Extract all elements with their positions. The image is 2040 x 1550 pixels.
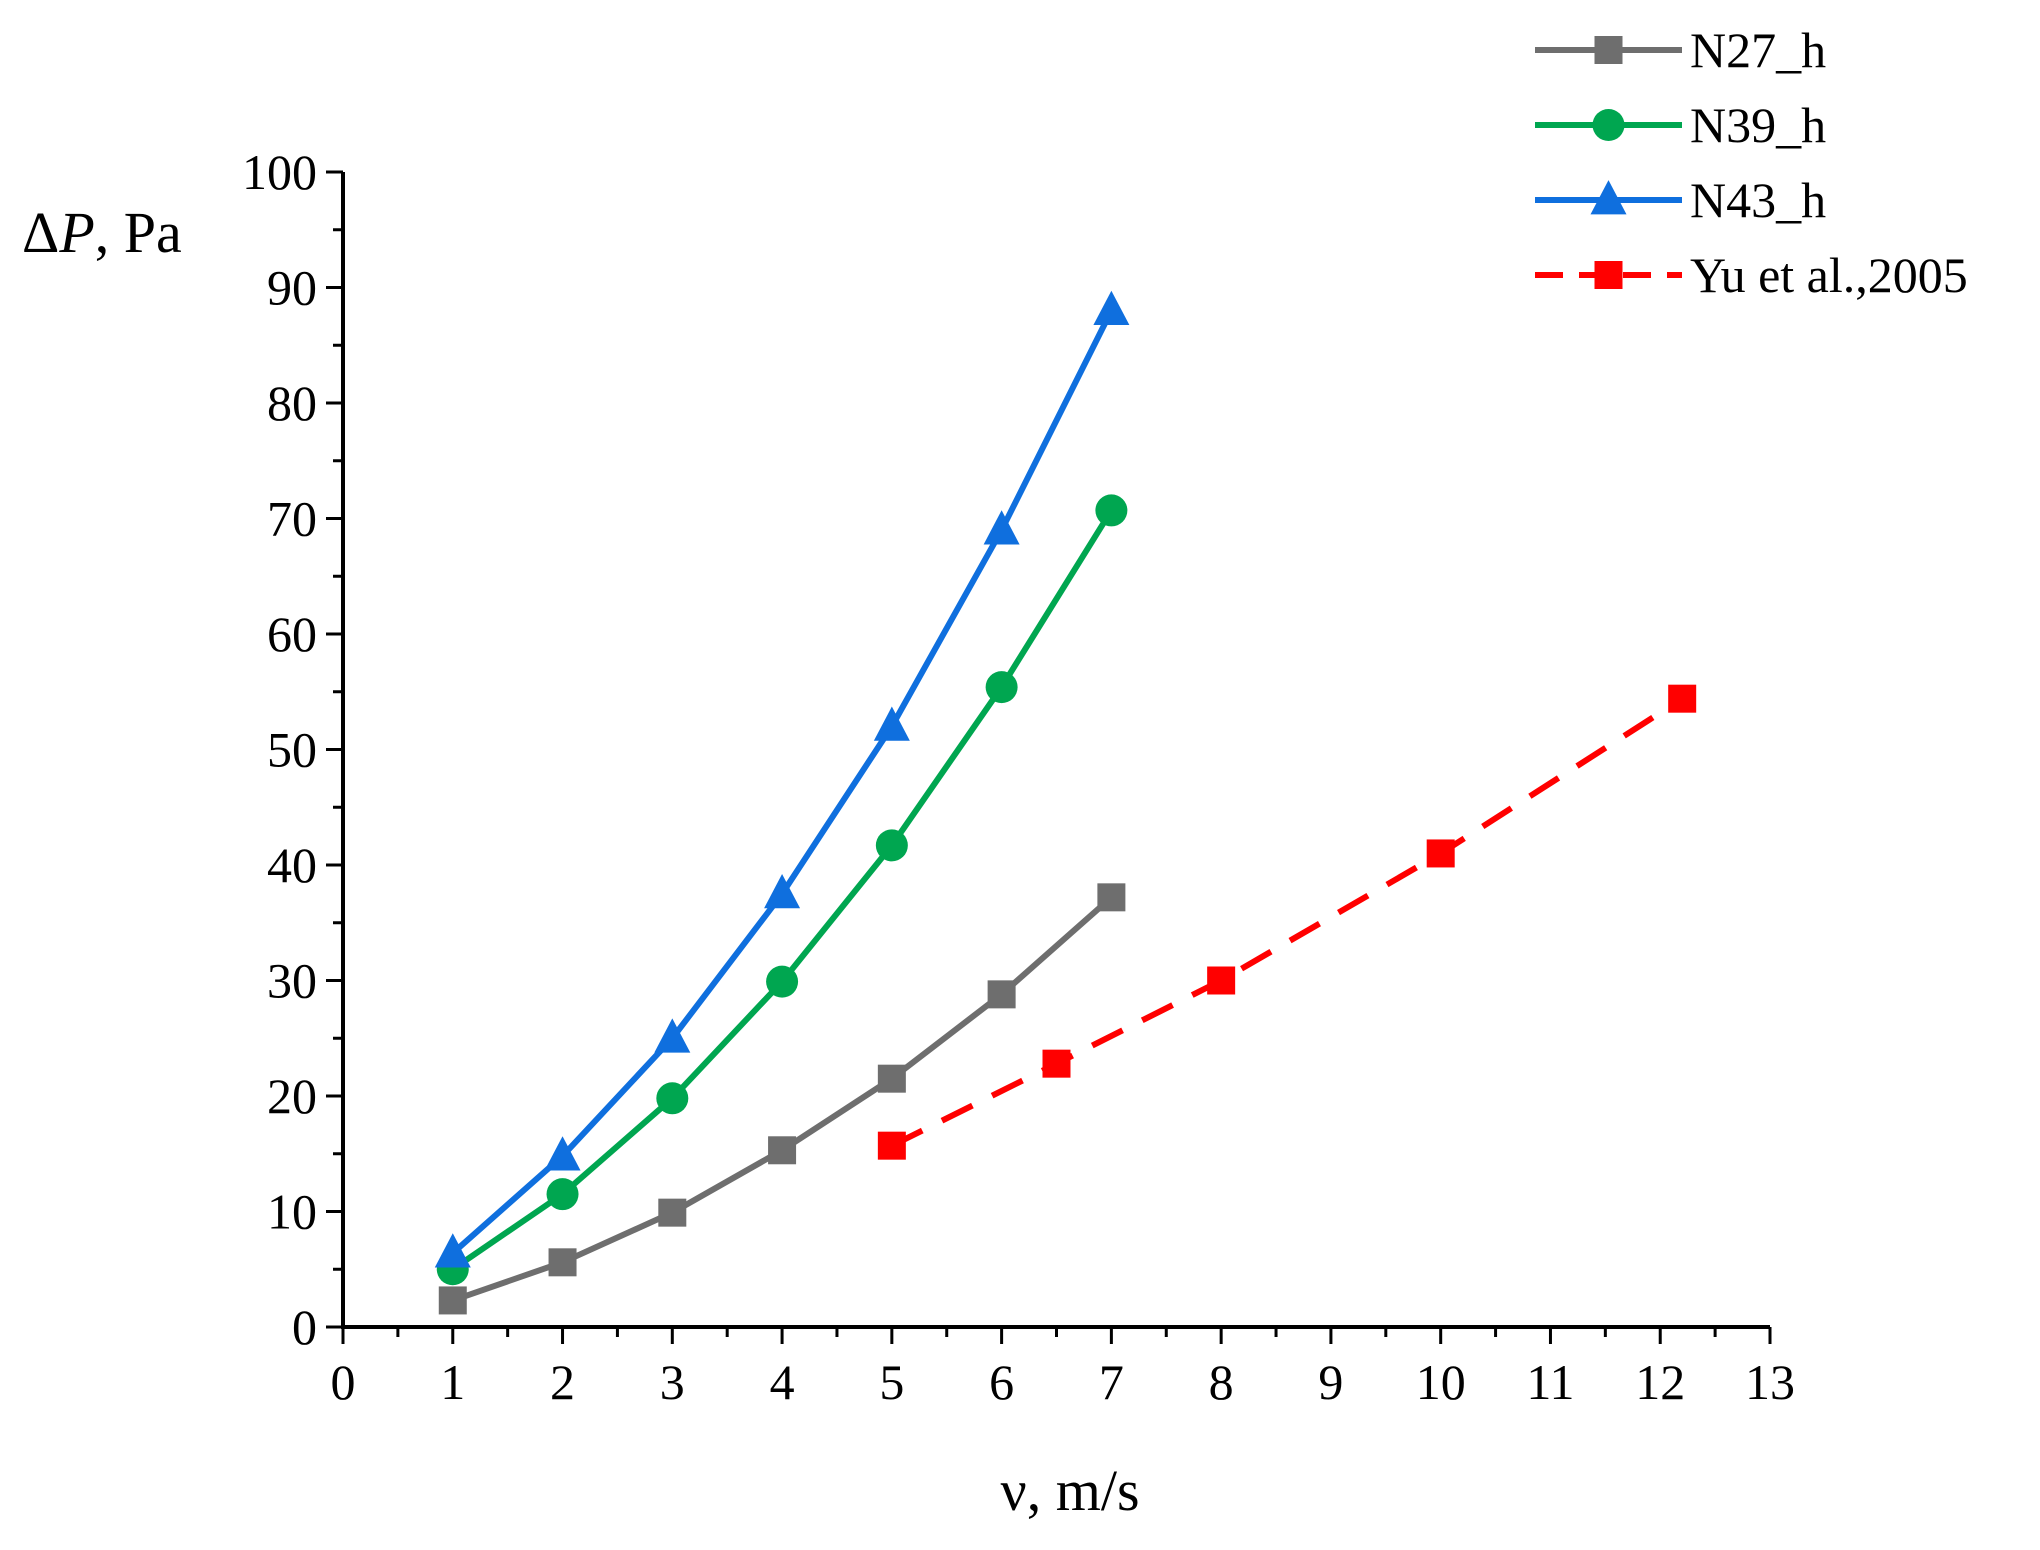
data-point (877, 1131, 906, 1160)
data-point (985, 671, 1018, 704)
y-tick-label: 60 (267, 606, 317, 662)
data-point (764, 874, 801, 909)
data-point (1207, 966, 1236, 995)
data-point (1095, 494, 1128, 527)
legend-label: N27_h (1690, 22, 1826, 78)
data-point (438, 1286, 467, 1315)
legend-label: N43_h (1690, 172, 1826, 228)
x-tick-label: 9 (1318, 1354, 1343, 1410)
y-tick-label: 40 (267, 837, 317, 893)
data-point (1093, 290, 1130, 325)
y-tick-label: 100 (242, 144, 317, 200)
x-tick-label: 5 (879, 1354, 904, 1410)
data-point (768, 1136, 797, 1165)
series-line (890, 696, 1684, 1149)
data-point (654, 1018, 691, 1053)
data-point (544, 1136, 581, 1171)
y-axis-label: ΔP, Pa (22, 200, 182, 265)
legend-marker (1592, 109, 1625, 141)
y-tick-label: 10 (267, 1184, 317, 1240)
data-point (656, 1082, 689, 1115)
series-layer (434, 290, 1697, 1315)
data-point (1426, 839, 1455, 868)
y-tick-label: 70 (267, 491, 317, 547)
y-tick-label: 0 (292, 1299, 317, 1355)
data-point (987, 980, 1016, 1009)
data-point (658, 1198, 687, 1227)
series-3 (877, 684, 1697, 1160)
data-point (548, 1248, 577, 1277)
data-point (983, 510, 1020, 545)
data-point (873, 706, 910, 741)
y-tick-label: 30 (267, 953, 317, 1009)
data-point (1097, 883, 1126, 912)
legend-label: Yu et al.,2005 (1690, 247, 1968, 303)
legend-marker (1594, 261, 1623, 289)
series-1 (436, 494, 1128, 1286)
y-axis-label-unit: , Pa (95, 200, 182, 265)
x-tick-label: 6 (989, 1354, 1014, 1410)
legend-item: N27_h (1535, 22, 1826, 78)
legend-item: Yu et al.,2005 (1535, 247, 1968, 303)
x-tick-label: 12 (1635, 1354, 1685, 1410)
data-point (766, 965, 799, 998)
legend-item: N39_h (1535, 97, 1826, 153)
x-tick-label: 2 (550, 1354, 575, 1410)
data-point (1042, 1049, 1071, 1078)
x-tick-label: 0 (331, 1354, 356, 1410)
series-line (450, 309, 1115, 1256)
x-tick-label: 11 (1526, 1354, 1574, 1410)
legend-label: N39_h (1690, 97, 1826, 153)
x-tick-label: 7 (1099, 1354, 1124, 1410)
y-tick-label: 90 (267, 260, 317, 316)
y-tick-label: 80 (267, 375, 317, 431)
x-tick-label: 1 (440, 1354, 465, 1410)
legend-marker (1594, 36, 1623, 64)
data-point (1668, 684, 1697, 713)
x-axis-label: ν, m/s (1000, 1458, 1139, 1523)
y-axis-label-symbol: Δ (22, 200, 59, 265)
x-tick-label: 13 (1745, 1354, 1795, 1410)
series-line (451, 895, 1114, 1304)
data-point (546, 1178, 579, 1211)
x-tick-label: 8 (1209, 1354, 1234, 1410)
legend-marker (1590, 180, 1627, 215)
y-axis-label-variable: P (58, 200, 94, 265)
series-2 (434, 290, 1130, 1268)
data-point (434, 1233, 471, 1268)
data-point (875, 829, 908, 862)
x-tick-label: 4 (770, 1354, 795, 1410)
y-tick-label: 20 (267, 1068, 317, 1124)
legend: N27_h N39_h N43_h Yu et al.,2005 (1535, 22, 1968, 303)
legend-item: N43_h (1535, 172, 1826, 228)
data-point (877, 1064, 906, 1093)
series-0 (438, 883, 1126, 1315)
x-tick-label: 10 (1416, 1354, 1466, 1410)
y-tick-label: 50 (267, 722, 317, 778)
x-tick-label: 3 (660, 1354, 685, 1410)
